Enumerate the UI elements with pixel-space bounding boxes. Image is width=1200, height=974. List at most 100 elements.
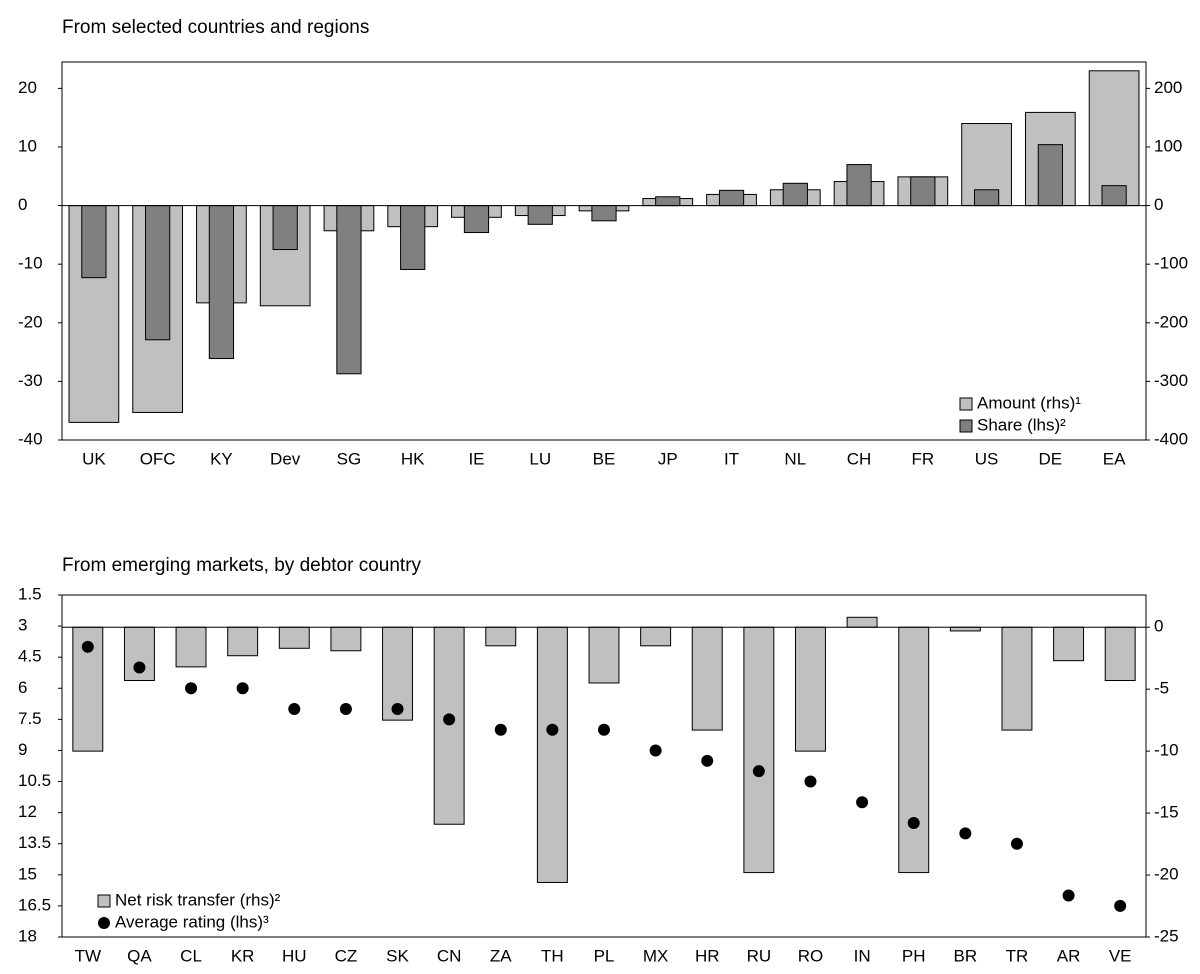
bar bbox=[588, 626, 620, 684]
y2-tick-label: -300 bbox=[1154, 371, 1188, 390]
x-tick-label: US bbox=[975, 449, 999, 468]
y-tick-label: 4.5 bbox=[18, 647, 42, 666]
bar bbox=[485, 626, 517, 647]
y-tick-label: 12 bbox=[18, 802, 37, 821]
dot bbox=[494, 723, 507, 736]
bar bbox=[145, 205, 171, 341]
legend-label: Amount (rhs)¹ bbox=[977, 393, 1081, 412]
x-tick-label: KR bbox=[231, 946, 255, 965]
y-tick-label: 16.5 bbox=[18, 895, 51, 914]
y-tick-label: 20 bbox=[18, 78, 37, 97]
dot bbox=[701, 754, 714, 767]
y2-tick-label: 0 bbox=[1154, 617, 1163, 636]
x-tick-label: NL bbox=[784, 449, 806, 468]
y-tick-label: 0 bbox=[18, 195, 27, 214]
dot bbox=[133, 661, 146, 674]
bar bbox=[1104, 626, 1136, 682]
bar bbox=[175, 626, 207, 668]
dot bbox=[856, 796, 869, 809]
x-tick-label: KY bbox=[210, 449, 233, 468]
bar bbox=[1037, 144, 1063, 207]
bar bbox=[846, 616, 878, 628]
x-tick-label: PL bbox=[594, 946, 615, 965]
y2-tick-label: 100 bbox=[1154, 136, 1182, 155]
x-tick-label: RO bbox=[798, 946, 824, 965]
x-tick-label: PH bbox=[902, 946, 926, 965]
chart-title: From selected countries and regions bbox=[62, 17, 369, 38]
x-tick-label: AR bbox=[1057, 946, 1081, 965]
legend-swatch bbox=[98, 917, 110, 929]
legend-label: Net risk transfer (rhs)² bbox=[115, 890, 281, 909]
bar bbox=[1001, 626, 1033, 731]
bar bbox=[691, 626, 723, 731]
legend-label: Average rating (lhs)³ bbox=[115, 912, 269, 931]
bar bbox=[846, 164, 872, 207]
bar bbox=[278, 626, 310, 649]
x-tick-label: HK bbox=[401, 449, 425, 468]
x-tick-label: TR bbox=[1006, 946, 1029, 965]
dot bbox=[391, 703, 404, 715]
legend-swatch bbox=[959, 419, 973, 433]
legend-swatch bbox=[97, 894, 111, 908]
dot bbox=[649, 744, 662, 757]
plot-area bbox=[61, 594, 1147, 938]
x-tick-label: BR bbox=[954, 946, 978, 965]
bar bbox=[1088, 70, 1140, 207]
x-tick-label: IN bbox=[854, 946, 871, 965]
bar bbox=[591, 205, 617, 222]
x-tick-label: CZ bbox=[335, 946, 358, 965]
x-tick-label: FR bbox=[911, 449, 934, 468]
bar bbox=[782, 182, 808, 207]
x-tick-label: Dev bbox=[270, 449, 301, 468]
dot bbox=[1062, 889, 1075, 902]
x-tick-label: CN bbox=[437, 946, 462, 965]
x-tick-label: SG bbox=[337, 449, 362, 468]
x-tick-label: IE bbox=[468, 449, 484, 468]
dot bbox=[598, 723, 610, 736]
x-tick-label: HR bbox=[695, 946, 720, 965]
bar bbox=[527, 205, 553, 225]
dot bbox=[804, 775, 817, 788]
bar bbox=[640, 626, 672, 647]
x-tick-label: VE bbox=[1109, 946, 1132, 965]
y-tick-label: 3 bbox=[18, 616, 27, 635]
dot bbox=[339, 703, 352, 715]
x-tick-label: UK bbox=[82, 449, 106, 468]
y-tick-label: 7.5 bbox=[18, 709, 42, 728]
bar bbox=[910, 176, 936, 207]
y2-tick-label: -400 bbox=[1154, 429, 1188, 448]
y-tick-label: 9 bbox=[18, 740, 27, 759]
y-tick-label: 1.5 bbox=[18, 584, 42, 603]
bar bbox=[949, 626, 981, 632]
x-tick-label: LU bbox=[529, 449, 551, 468]
dot bbox=[185, 682, 198, 695]
x-tick-label: EA bbox=[1103, 449, 1126, 468]
x-tick-label: BE bbox=[593, 449, 616, 468]
y-tick-label: -30 bbox=[18, 371, 43, 390]
bar bbox=[536, 626, 568, 883]
y-tick-label: 18 bbox=[18, 926, 37, 945]
bar bbox=[336, 205, 362, 375]
y2-tick-label: -25 bbox=[1154, 926, 1179, 945]
x-tick-label: SK bbox=[386, 946, 409, 965]
y2-tick-label: -200 bbox=[1154, 312, 1188, 331]
x-tick-label: OFC bbox=[140, 449, 176, 468]
plot-area bbox=[61, 61, 1147, 441]
y2-tick-label: -10 bbox=[1154, 741, 1179, 760]
bar bbox=[400, 205, 426, 270]
x-tick-label: CH bbox=[847, 449, 872, 468]
y2-tick-label: -15 bbox=[1154, 803, 1179, 822]
bar bbox=[1053, 626, 1085, 662]
dot bbox=[1010, 837, 1023, 850]
x-tick-label: JP bbox=[658, 449, 678, 468]
bar bbox=[208, 205, 235, 360]
legend-label: Share (lhs)² bbox=[977, 415, 1066, 434]
x-tick-label: ZA bbox=[490, 946, 512, 965]
x-tick-label: TW bbox=[75, 946, 101, 965]
y-tick-label: 15 bbox=[18, 864, 37, 883]
y-tick-label: 6 bbox=[18, 678, 27, 697]
bar bbox=[1101, 185, 1127, 207]
bar bbox=[743, 626, 775, 874]
y-tick-label: -40 bbox=[18, 429, 43, 448]
